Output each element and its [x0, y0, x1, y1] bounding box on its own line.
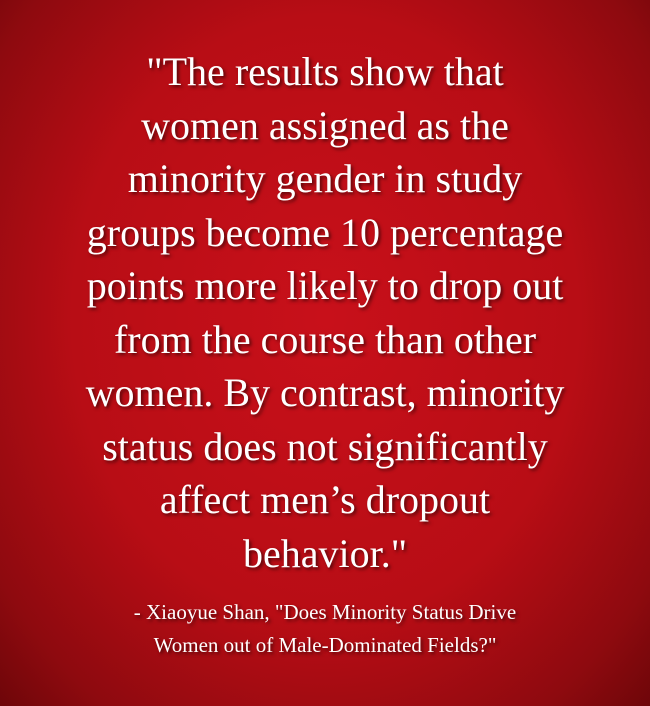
quote-line: "The results show that	[146, 49, 504, 94]
quote-line: status does not significantly	[102, 423, 548, 469]
attribution-line: - Xiaoyue Shan, "Does Minority Status Dr…	[133, 600, 517, 624]
quote-line: affect men’s dropout	[159, 477, 491, 522]
attribution-line: Women out of Male-Dominated Fields?"	[153, 633, 497, 657]
quote-line: women. By contrast, minority	[85, 370, 565, 415]
quote-line: from the course than other	[113, 316, 537, 362]
quote-line: points more likely to drop out	[86, 263, 564, 308]
quote-line: women assigned as the	[141, 102, 509, 148]
quote-line: behavior."	[242, 530, 408, 576]
quote-line: minority gender in study	[127, 156, 523, 201]
quote-line: groups become 10 percentage	[86, 209, 564, 255]
